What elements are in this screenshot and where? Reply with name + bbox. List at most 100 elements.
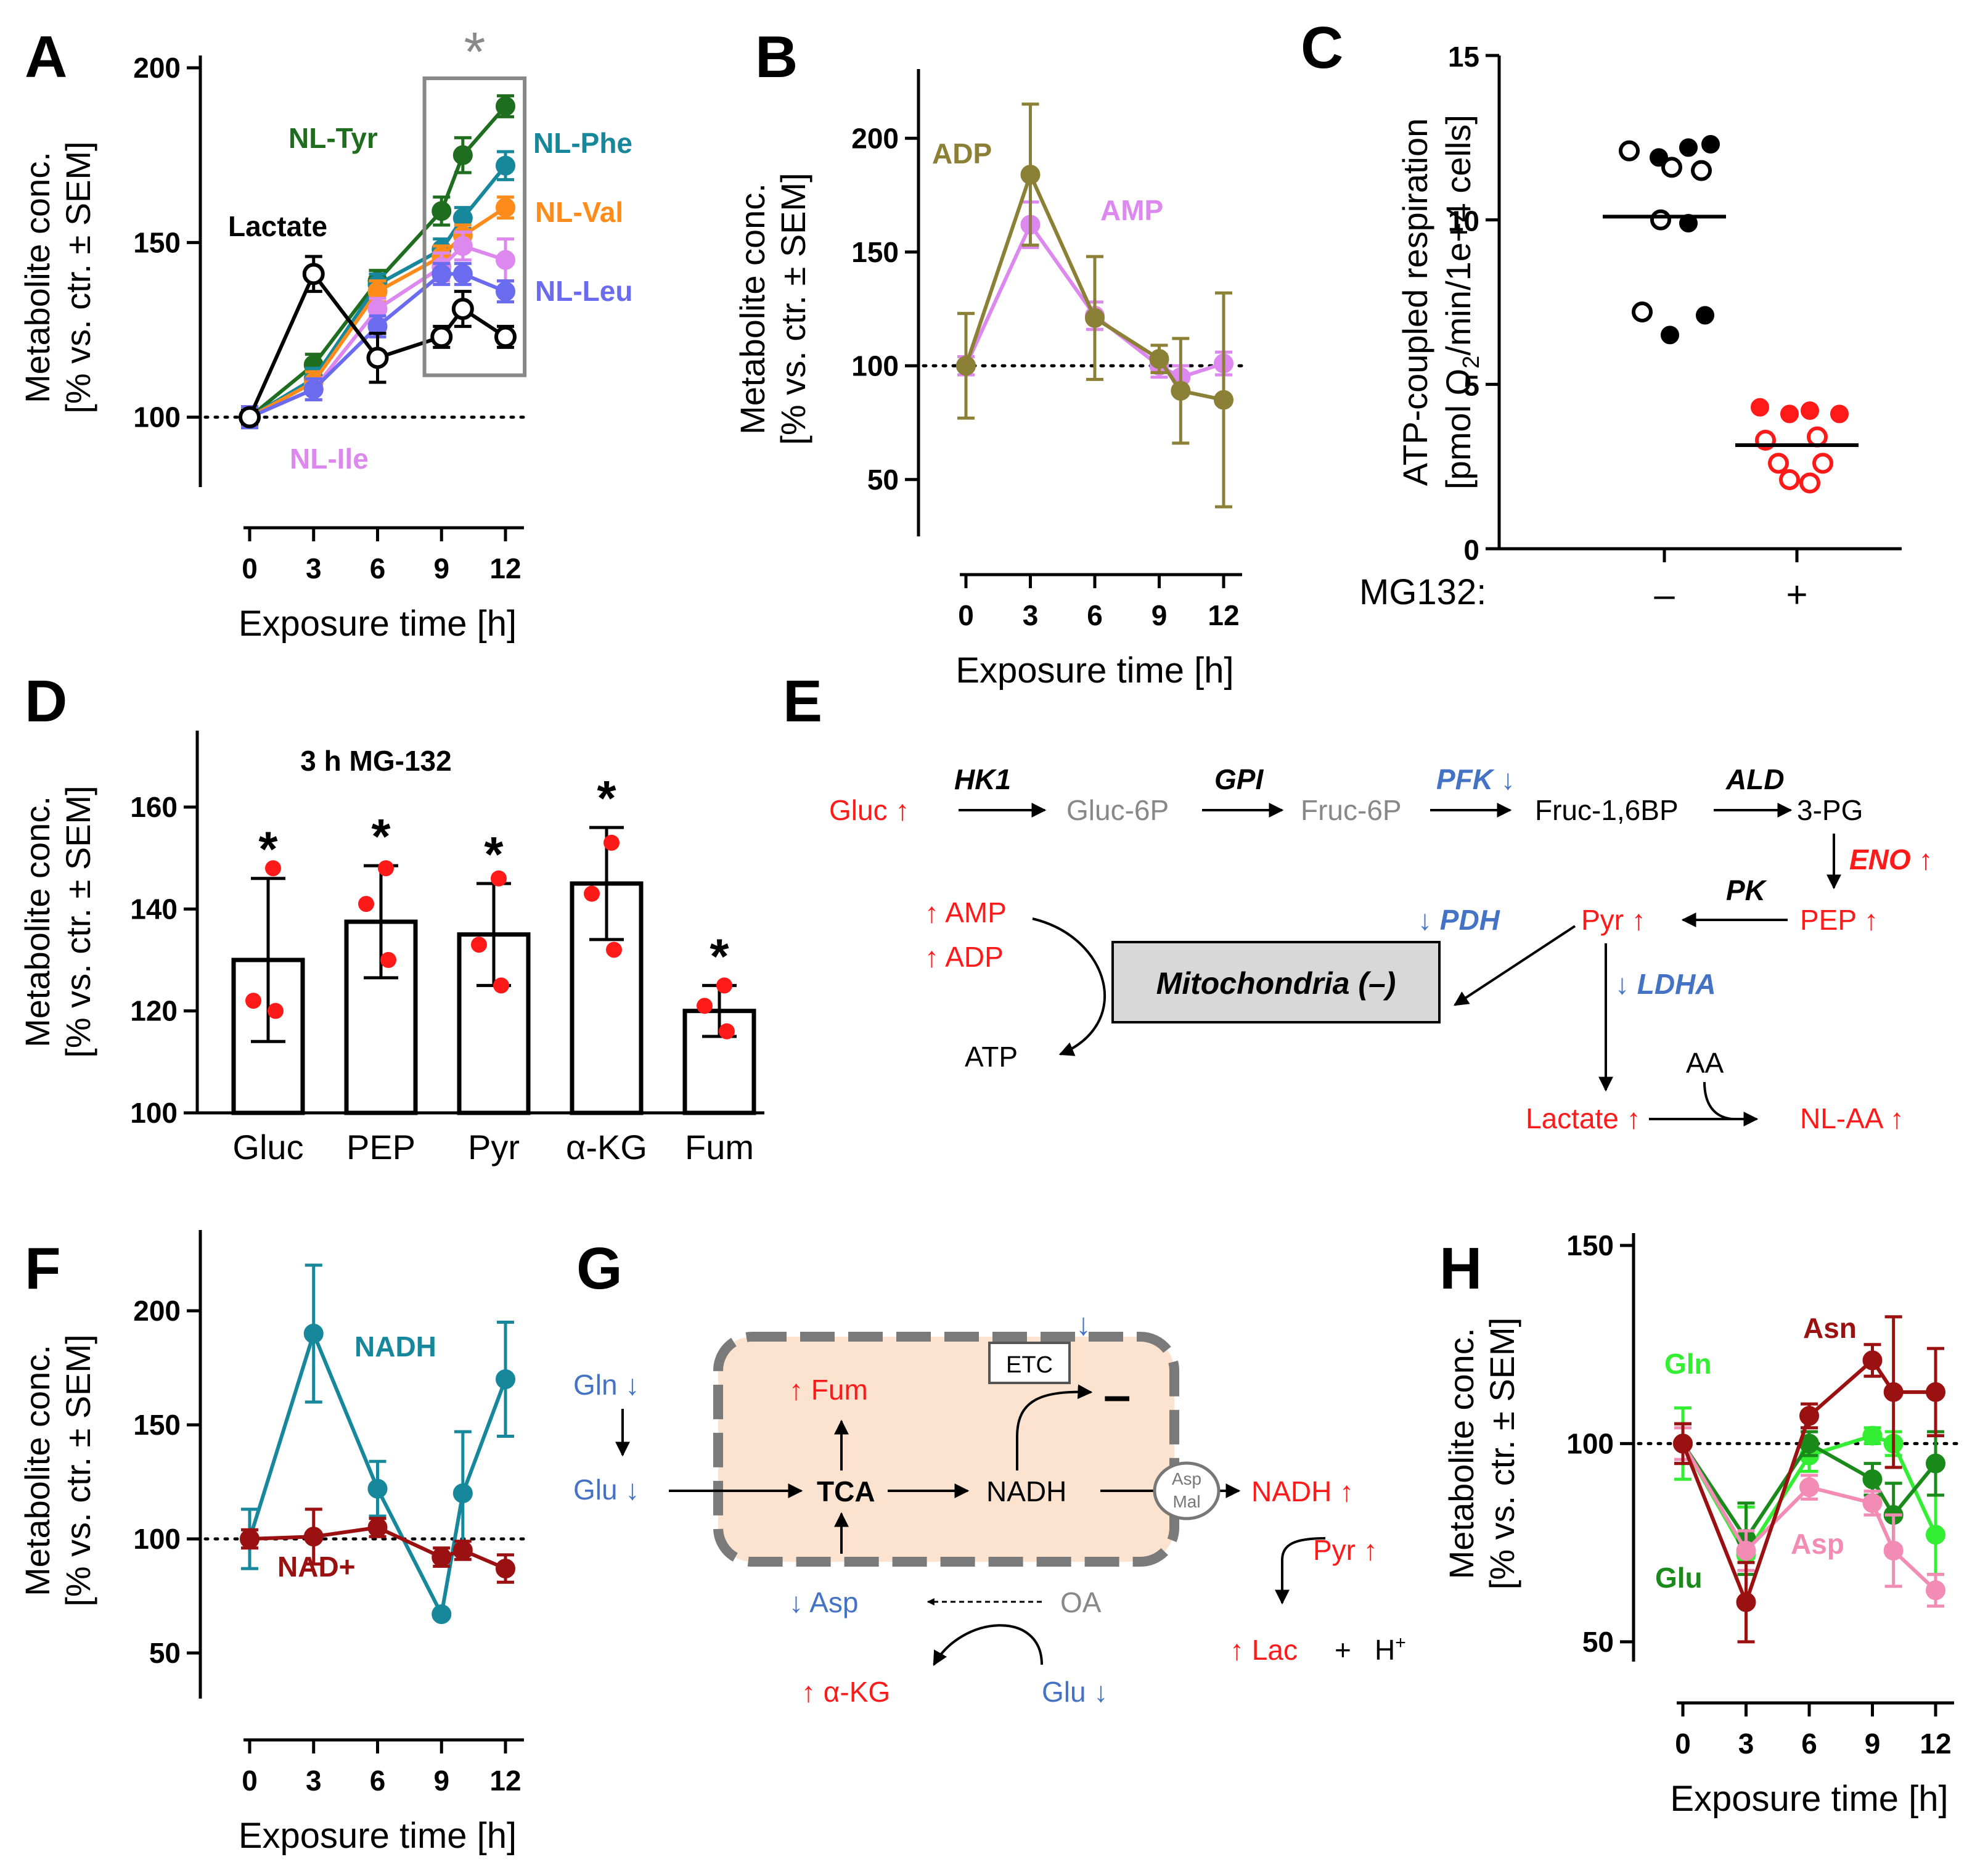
data-point-nad+ bbox=[496, 1559, 515, 1579]
panel-letter-g: G bbox=[576, 1236, 623, 1302]
data-point-gln bbox=[1926, 1525, 1945, 1545]
data-point bbox=[697, 998, 713, 1014]
node-tca: TCA bbox=[817, 1475, 875, 1507]
data-point bbox=[265, 860, 281, 877]
data-point-glu bbox=[1862, 1469, 1883, 1490]
data-point-adp bbox=[956, 356, 976, 376]
x-tick-label: 9 bbox=[433, 1765, 449, 1797]
data-point bbox=[1751, 398, 1769, 417]
x-tick-label: 0 bbox=[242, 552, 258, 584]
data-point-adp bbox=[1149, 349, 1169, 369]
node-nadh-in: NADH bbox=[986, 1475, 1066, 1507]
y-axis-label-line2: [% vs. ctr. ± SEM] bbox=[59, 141, 97, 413]
data-point-asp bbox=[1883, 1541, 1904, 1560]
data-point-asn bbox=[1926, 1382, 1945, 1402]
node-h-base: H bbox=[1375, 1634, 1395, 1666]
node-adp: ↑ ADP bbox=[925, 941, 1004, 973]
y-tick-label: 150 bbox=[851, 236, 899, 268]
pathway-diagram-e: Gluc ↑ HK1 Gluc-6P GPI Fruc-6P PFK ↓ Fru… bbox=[829, 763, 1933, 1134]
node-minus: – bbox=[1103, 1368, 1131, 1422]
series-line-nl-phe bbox=[248, 164, 507, 419]
enzyme-eno: ENO ↑ bbox=[1849, 843, 1933, 876]
node-oa: OA bbox=[1060, 1586, 1102, 1618]
enzyme-pdh: ↓ PDH bbox=[1418, 904, 1500, 936]
x-tick-label: 3 bbox=[306, 552, 322, 584]
panel-letter-h: H bbox=[1439, 1236, 1482, 1302]
enzyme-ldha: ↓ LDHA bbox=[1615, 968, 1716, 1000]
label-asn: Asn bbox=[1803, 1312, 1857, 1344]
data-point bbox=[1768, 453, 1789, 474]
label-lactate: Lactate bbox=[228, 210, 327, 242]
data-point bbox=[1780, 404, 1799, 424]
data-point bbox=[1679, 138, 1698, 157]
data-point bbox=[1632, 301, 1653, 322]
x-tick-label: 0 bbox=[242, 1765, 258, 1797]
arrow-adp-atp bbox=[1032, 917, 1106, 1056]
data-point-nad+ bbox=[452, 1540, 473, 1560]
node-pyr: Pyr ↑ bbox=[1313, 1534, 1378, 1566]
data-point bbox=[1691, 160, 1712, 181]
panel-letter-a: A bbox=[25, 24, 67, 90]
y-axis-label-line2: [pmol O2/min/1e+4 cells] bbox=[1439, 115, 1484, 490]
data-point-nadh bbox=[303, 1324, 324, 1343]
y-axis-label-line1: ATP-coupled respiration bbox=[1396, 118, 1434, 486]
data-point-nl-leu bbox=[452, 264, 473, 284]
data-point bbox=[380, 952, 396, 968]
chart-a: 100 150 200 0 3 6 9 12 Exposure time [h] Metaboli… bbox=[18, 22, 632, 644]
x-tick-label: 9 bbox=[1865, 1728, 1881, 1760]
arrow-aa-join bbox=[1703, 1081, 1733, 1120]
chart-b: 50 100 150 200 0 3 6 9 12 Exposure time [h] Metabo… bbox=[733, 69, 1250, 691]
data-point-lactate bbox=[302, 263, 325, 285]
mitochondria-label: Mitochondria (–) bbox=[1156, 966, 1396, 1001]
data-point bbox=[584, 885, 600, 902]
data-point-lactate bbox=[494, 326, 517, 348]
y-tick-label: 10 bbox=[1448, 205, 1479, 237]
label-nl-phe: NL-Phe bbox=[533, 127, 632, 159]
y-tick-label: 5 bbox=[1463, 369, 1479, 401]
data-point-nad+ bbox=[240, 1529, 260, 1549]
data-point-nl-leu bbox=[432, 264, 452, 284]
node-akg: ↑ α-KG bbox=[801, 1676, 890, 1708]
data-point bbox=[1807, 426, 1828, 448]
x-tick-label: 0 bbox=[958, 599, 974, 631]
x-tick-label: 3 bbox=[1738, 1728, 1754, 1760]
y-tick-label: 50 bbox=[867, 464, 899, 496]
label-nadh: NADH bbox=[354, 1331, 436, 1363]
y-axis-label-line2: [% vs. ctr. ± SEM] bbox=[59, 1334, 97, 1606]
y-tick-label: 150 bbox=[133, 1409, 181, 1441]
data-point bbox=[1801, 401, 1819, 420]
y-axis-label-line2: [% vs. ctr. ± SEM] bbox=[1483, 1318, 1521, 1589]
node-nlaa: NL-AA ↑ bbox=[1800, 1102, 1904, 1134]
y-axis-label-line1: Metabolite conc. bbox=[1442, 1328, 1481, 1580]
arrow-nadh-etc bbox=[1016, 1384, 1093, 1470]
data-point-lactate bbox=[366, 347, 389, 369]
node-plus: + bbox=[1335, 1634, 1351, 1666]
data-point-asp bbox=[1799, 1477, 1819, 1498]
data-point bbox=[268, 1003, 284, 1019]
node-gln: Gln ↓ bbox=[573, 1369, 639, 1401]
enzyme-ald: ALD bbox=[1725, 763, 1785, 795]
y-tick-label: 150 bbox=[1566, 1229, 1614, 1261]
arrow-pyr-lac bbox=[1275, 1537, 1326, 1605]
y-axis-label-line1: Metabolite conc. bbox=[18, 152, 57, 403]
node-lac: ↑ Lac bbox=[1230, 1634, 1298, 1666]
data-point-glu bbox=[1926, 1453, 1945, 1474]
data-point-nl-phe bbox=[496, 155, 515, 176]
node-pyr: Pyr ↑ bbox=[1581, 904, 1646, 936]
arrow-pyr-mito bbox=[1453, 925, 1576, 1006]
data-point-asn bbox=[1883, 1382, 1904, 1402]
data-point-nadh bbox=[452, 1483, 473, 1503]
x-category-label: Pyr bbox=[468, 1128, 520, 1167]
y-axis-label-line1: Metabolite conc. bbox=[18, 796, 57, 1048]
series-line-nadh bbox=[248, 1328, 507, 1620]
y-tick-label: 100 bbox=[133, 401, 181, 433]
data-point-lactate bbox=[239, 406, 261, 429]
data-point bbox=[471, 937, 487, 953]
data-point bbox=[1696, 306, 1714, 325]
data-point bbox=[358, 896, 374, 912]
data-point-nl-leu bbox=[496, 281, 515, 301]
significance-star: * bbox=[464, 22, 485, 83]
y-axis-label-line2: [% vs. ctr. ± SEM] bbox=[59, 785, 97, 1057]
y-axis-label-part-b: /min/1e+4 cells] bbox=[1439, 115, 1478, 356]
